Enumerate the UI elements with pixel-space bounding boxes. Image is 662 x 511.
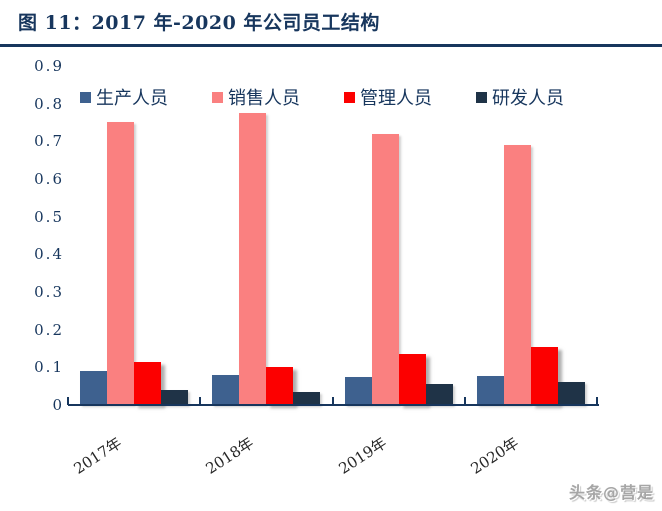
bar-生产人员-2017年 (80, 371, 108, 405)
legend-swatch-icon (212, 91, 223, 103)
x-tick-label-2017年: 2017年 (70, 433, 126, 478)
y-tick-label: 0.8 (34, 94, 64, 113)
legend-item-2: 管理人员 (344, 84, 432, 110)
x-axis-tick (596, 397, 598, 405)
y-tick-label: 0.3 (34, 283, 64, 301)
bar-生产人员-2019年 (344, 377, 372, 405)
bar-生产人员-2018年 (212, 375, 240, 405)
bar-生产人员-2020年 (476, 376, 504, 405)
x-axis-tick (199, 397, 202, 405)
bar-管理人员-2019年 (398, 354, 426, 405)
x-axis-tick (331, 397, 334, 405)
y-tick-label: 0.5 (34, 207, 64, 226)
x-axis-tick (67, 397, 69, 405)
title-underline-rule (0, 44, 662, 47)
legend-label: 研发人员 (492, 88, 564, 109)
y-tick-label: 0.4 (34, 245, 64, 264)
y-tick-label: 0.6 (34, 170, 64, 188)
bar-研发人员-2020年 (557, 382, 585, 405)
legend-swatch-icon (476, 91, 487, 103)
y-tick-label: 0 (52, 396, 64, 414)
x-axis-tick (463, 397, 466, 405)
legend-swatch-icon (80, 91, 91, 103)
x-axis-line (68, 404, 599, 406)
legend-item-3: 研发人员 (476, 84, 564, 110)
legend-label: 管理人员 (360, 88, 432, 109)
bar-销售人员-2019年 (371, 134, 399, 405)
y-tick-label: 0.2 (34, 320, 64, 339)
legend-label: 销售人员 (228, 88, 300, 109)
legend-item-0: 生产人员 (80, 84, 168, 110)
legend-swatch-icon (344, 91, 355, 103)
bar-销售人员-2018年 (239, 113, 267, 405)
legend-item-1: 销售人员 (212, 84, 300, 110)
bar-研发人员-2019年 (425, 384, 453, 405)
figure-title: 图 11：2017 年-2020 年公司员工结构 (18, 12, 380, 34)
x-tick-label-2019年: 2019年 (335, 433, 390, 478)
bar-销售人员-2017年 (107, 122, 135, 405)
watermark-text: 头条@营是 (568, 483, 654, 502)
bar-group-2019年 (333, 66, 465, 405)
bar-group-2020年 (465, 66, 597, 405)
bar-group-2018年 (200, 66, 332, 405)
y-tick-label: 0.7 (34, 132, 64, 151)
bar-研发人员-2018年 (293, 392, 321, 405)
bar-管理人员-2018年 (266, 367, 294, 405)
x-tick-label-2018年: 2018年 (202, 433, 258, 478)
y-tick-label: 0.9 (34, 57, 64, 75)
x-tick-label-2020年: 2020年 (467, 433, 522, 478)
y-tick-label: 0.1 (34, 358, 64, 377)
legend-label: 生产人员 (96, 88, 168, 109)
bar-研发人员-2017年 (161, 390, 189, 405)
chart-legend: 生产人员 销售人员 管理人员 研发人员 (80, 84, 564, 110)
bar-管理人员-2017年 (134, 362, 162, 405)
bar-group-2017年 (68, 66, 200, 405)
plot-area (68, 66, 597, 405)
bar-管理人员-2020年 (530, 347, 558, 405)
bar-销售人员-2020年 (503, 145, 531, 405)
